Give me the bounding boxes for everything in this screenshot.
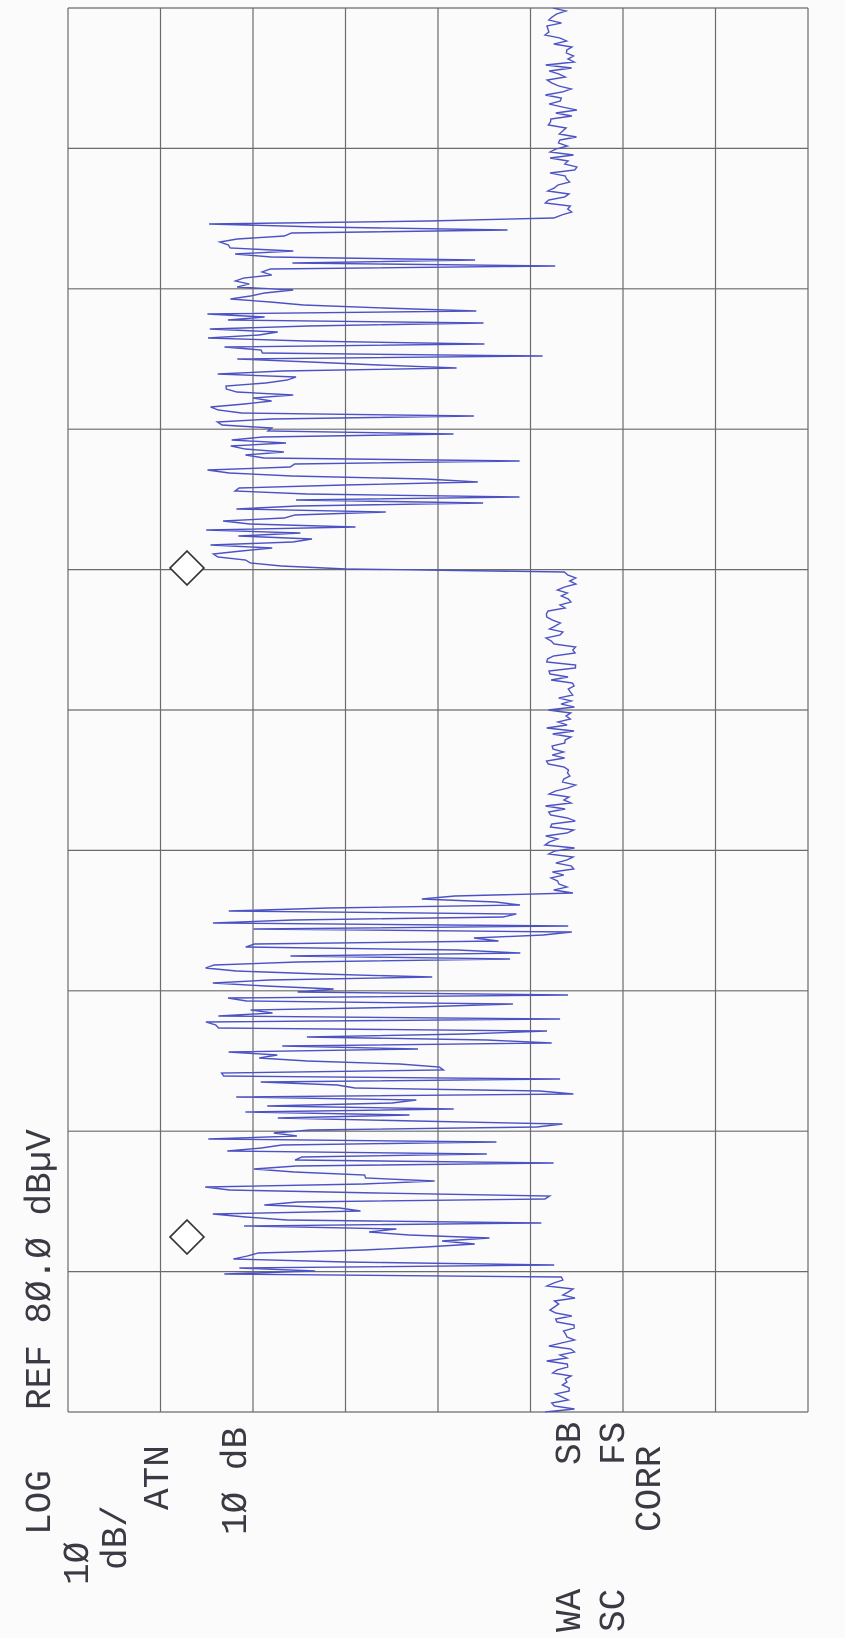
scale-mode: LOG [20, 1470, 61, 1535]
status-sb: SB [550, 1422, 591, 1465]
scale-unit: dB/ [96, 1505, 137, 1570]
status-fs: FS [594, 1422, 635, 1465]
marker [168, 549, 206, 587]
reference-level: REF 8Ø.Ø dBµV [20, 1129, 61, 1410]
attenuation-value: 1Ø dB [216, 1427, 257, 1535]
scale-step: 1Ø [58, 1542, 99, 1585]
status-wa: WA [550, 1588, 591, 1632]
status-corr: CORR [630, 1446, 671, 1532]
trace [205, 7, 579, 1413]
status-sc: SC [594, 1589, 635, 1632]
attenuation-label: ATN [138, 1445, 179, 1510]
marker [168, 1218, 206, 1256]
